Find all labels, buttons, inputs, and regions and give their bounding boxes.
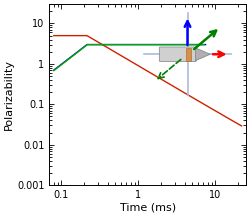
Y-axis label: Polarizability: Polarizability <box>4 59 14 130</box>
Polygon shape <box>196 48 210 61</box>
Bar <box>186 48 191 61</box>
X-axis label: Time (ms): Time (ms) <box>120 203 176 213</box>
FancyBboxPatch shape <box>159 47 196 61</box>
